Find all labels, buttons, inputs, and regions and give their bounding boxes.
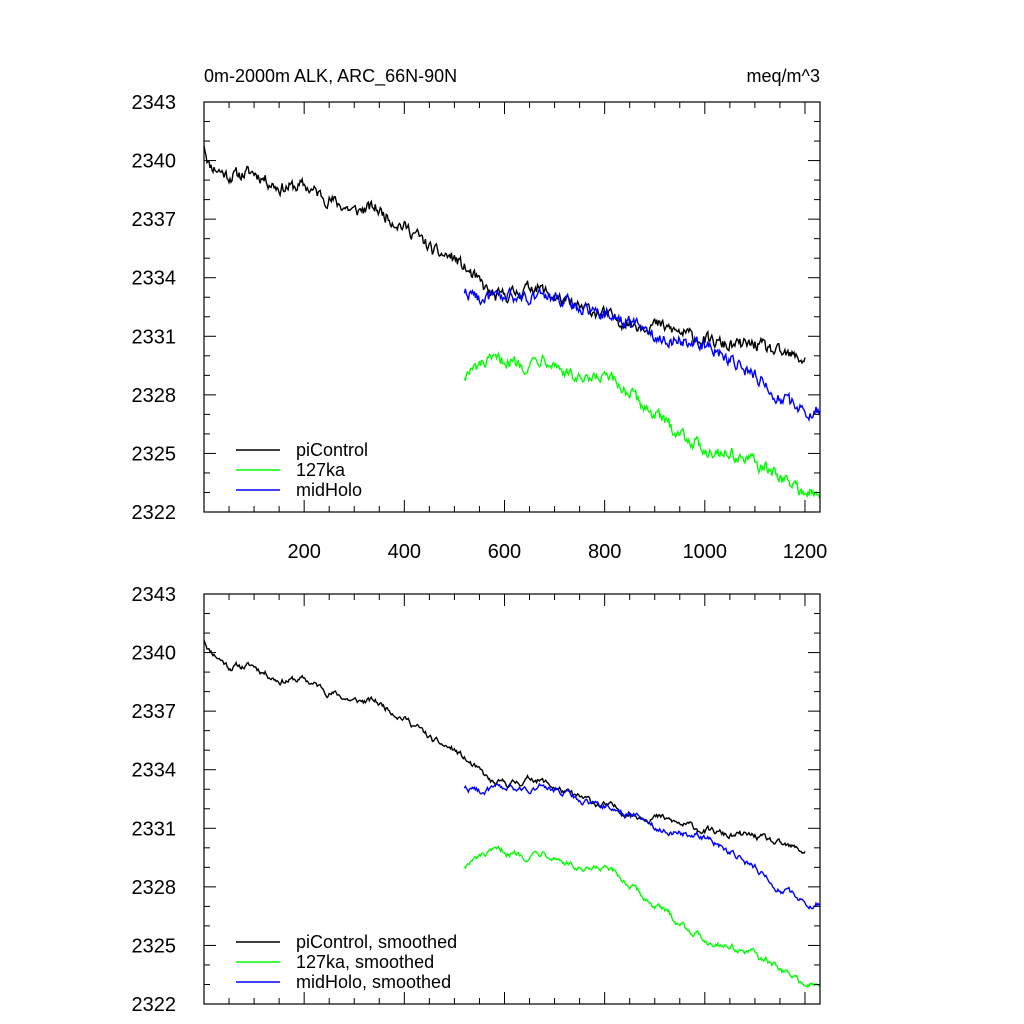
units-label: meq/m^3 xyxy=(747,66,820,86)
x-tick-label: 1000 xyxy=(683,541,728,563)
y-tick-label: 2337 xyxy=(132,209,177,231)
x-tick-label: 400 xyxy=(388,541,421,563)
series-line-127ka xyxy=(463,351,821,500)
y-tick-label: 2331 xyxy=(132,326,177,348)
x-tick-label: 600 xyxy=(488,541,521,563)
top-y-tick-labels: 2322 2325 2328 2331 2334 2337 2340 2343 xyxy=(132,92,177,524)
bottom-series-group xyxy=(203,639,821,989)
y-tick-label: 2328 xyxy=(132,877,177,899)
y-tick-label: 2343 xyxy=(132,584,177,606)
legend-label: midHolo, smoothed xyxy=(296,972,451,992)
y-tick-label: 2331 xyxy=(132,818,177,840)
y-tick-label: 2334 xyxy=(132,268,177,290)
x-tick-label: 800 xyxy=(588,541,621,563)
series-line-picontrol xyxy=(203,639,806,854)
x-tick-label: 1200 xyxy=(783,541,828,563)
bottom-y-tick-labels: 2322 2325 2328 2331 2334 2337 2340 2343 xyxy=(132,584,177,1016)
top-axes-ticks xyxy=(204,101,820,513)
top-series-group xyxy=(203,145,821,500)
y-tick-label: 2322 xyxy=(132,994,177,1016)
y-tick-label: 2325 xyxy=(132,935,177,957)
top-x-tick-labels: 200 400 600 800 1000 1200 xyxy=(287,541,827,563)
legend-label: 127ka xyxy=(296,460,346,480)
panel-top: 0m-2000m ALK, ARC_66N-90N meq/m^3 232223… xyxy=(132,66,828,563)
y-tick-label: 2334 xyxy=(132,760,177,782)
panel-bottom: 2322 2325 2328 2331 2334 2337 2340 2343 piContr… xyxy=(132,584,821,1016)
y-tick-label: 2337 xyxy=(132,701,177,723)
top-plot-frame xyxy=(203,101,821,513)
legend-label: 127ka, smoothed xyxy=(296,952,434,972)
chart-title: 0m-2000m ALK, ARC_66N-90N xyxy=(204,66,457,87)
legend-label: piControl xyxy=(296,440,368,460)
legend-label: midHolo xyxy=(296,480,362,500)
y-tick-label: 2340 xyxy=(132,151,177,173)
y-tick-label: 2328 xyxy=(132,385,177,407)
series-line-midholo xyxy=(463,782,821,911)
y-tick-label: 2322 xyxy=(132,502,177,524)
y-tick-label: 2343 xyxy=(132,92,177,114)
y-tick-label: 2340 xyxy=(132,643,177,665)
y-tick-label: 2325 xyxy=(132,443,177,465)
legend-label: piControl, smoothed xyxy=(296,932,457,952)
series-line-picontrol xyxy=(203,145,806,365)
series-line-midholo xyxy=(463,286,821,423)
bottom-plot-frame xyxy=(203,593,821,1005)
x-tick-label: 200 xyxy=(287,541,320,563)
series-line-127ka xyxy=(463,845,821,989)
